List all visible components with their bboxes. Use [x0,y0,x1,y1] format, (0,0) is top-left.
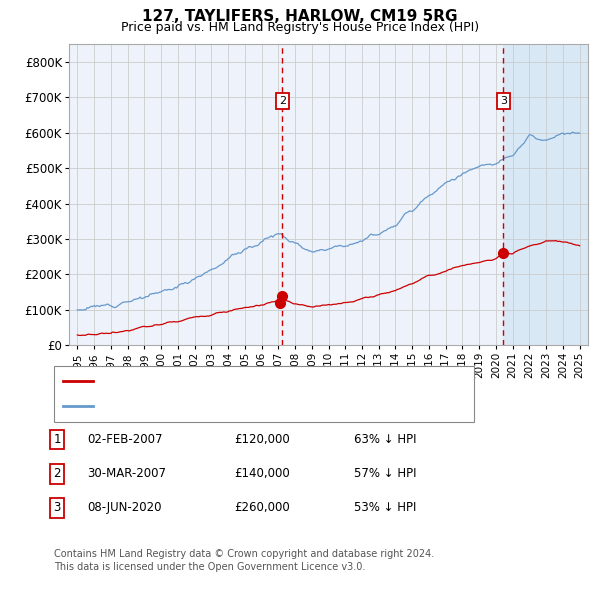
Text: 2: 2 [279,96,286,106]
Text: 30-MAR-2007: 30-MAR-2007 [87,467,166,480]
Bar [503,44,588,345]
Text: 127, TAYLIFERS, HARLOW, CM19 5RG (detached house): 127, TAYLIFERS, HARLOW, CM19 5RG (detach… [100,376,409,386]
Text: 57% ↓ HPI: 57% ↓ HPI [354,467,416,480]
Text: 08-JUN-2020: 08-JUN-2020 [87,502,161,514]
Text: Price paid vs. HM Land Registry's House Price Index (HPI): Price paid vs. HM Land Registry's House … [121,21,479,34]
Text: This data is licensed under the Open Government Licence v3.0.: This data is licensed under the Open Gov… [54,562,365,572]
Text: £120,000: £120,000 [234,433,290,446]
Text: 127, TAYLIFERS, HARLOW, CM19 5RG: 127, TAYLIFERS, HARLOW, CM19 5RG [142,9,458,24]
Text: 3: 3 [53,502,61,514]
Text: 2: 2 [53,467,61,480]
Text: 63% ↓ HPI: 63% ↓ HPI [354,433,416,446]
Text: 53% ↓ HPI: 53% ↓ HPI [354,502,416,514]
Text: £140,000: £140,000 [234,467,290,480]
Text: 02-FEB-2007: 02-FEB-2007 [87,433,163,446]
Text: 1: 1 [53,433,61,446]
Text: Contains HM Land Registry data © Crown copyright and database right 2024.: Contains HM Land Registry data © Crown c… [54,549,434,559]
Text: 3: 3 [500,96,507,106]
Text: £260,000: £260,000 [234,502,290,514]
Text: HPI: Average price, detached house, Harlow: HPI: Average price, detached house, Harl… [100,401,346,411]
